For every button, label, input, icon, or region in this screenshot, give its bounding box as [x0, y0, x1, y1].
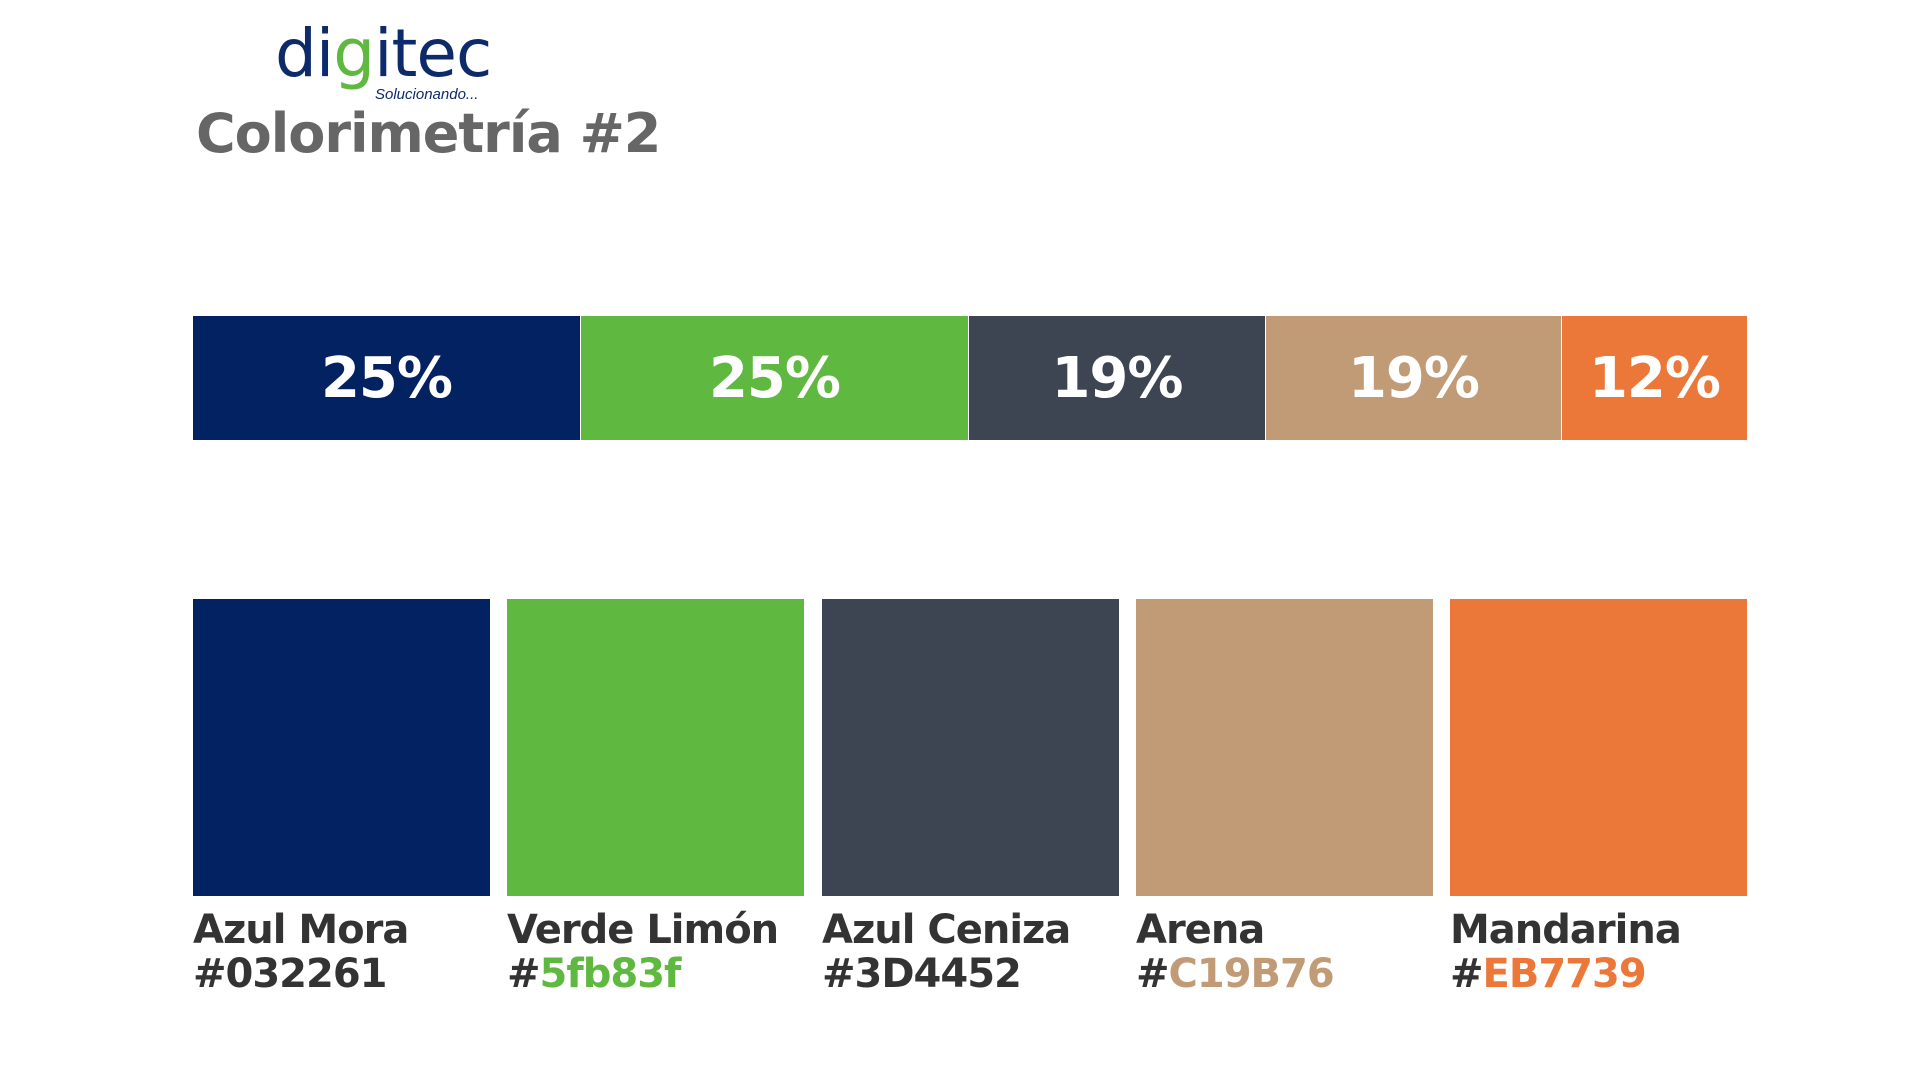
hex-hash: #	[507, 951, 541, 997]
page-title: Colorimetría #2	[196, 102, 661, 165]
hex-hash: #	[1136, 951, 1170, 997]
swatch-hex-code: #5fb83f	[507, 952, 804, 996]
color-swatch	[822, 599, 1119, 896]
hex-value: EB7739	[1482, 951, 1647, 997]
color-swatch	[1136, 599, 1433, 896]
logo-wordmark: digitec	[275, 14, 492, 94]
color-swatch	[193, 599, 490, 896]
swatch-verde-limon: Verde Limón #5fb83f	[507, 599, 804, 996]
swatch-hex-code: #032261	[193, 952, 490, 996]
bar-segment-verde-limon: 25%	[580, 316, 968, 440]
swatch-hex-code: #C19B76	[1136, 952, 1433, 996]
bar-segment-azul-ceniza: 19%	[968, 316, 1265, 440]
swatch-azul-ceniza: Azul Ceniza #3D4452	[822, 599, 1119, 996]
hex-hash: #	[822, 951, 856, 997]
hex-value: 3D4452	[854, 951, 1022, 997]
swatch-name: Verde Limón	[507, 907, 779, 953]
swatch-mandarina: Mandarina #EB7739	[1450, 599, 1747, 996]
bar-segment-label: 19%	[1051, 345, 1183, 411]
bar-segment-mandarina: 12%	[1561, 316, 1747, 440]
bar-segment-label: 25%	[708, 345, 841, 411]
bar-segment-label: 12%	[1588, 345, 1721, 411]
bar-segment-label: 19%	[1347, 345, 1480, 411]
hex-value: 032261	[225, 951, 388, 997]
swatch-name: Azul Ceniza	[822, 907, 1071, 953]
bar-segment-azul-mora: 25%	[193, 316, 580, 440]
bar-segment-arena: 19%	[1265, 316, 1561, 440]
proportion-bar: 25% 25% 19% 19% 12%	[193, 316, 1747, 440]
logo-word-part2: itec	[374, 15, 492, 92]
swatch-hex-code: #3D4452	[822, 952, 1119, 996]
hex-value: 5fb83f	[539, 951, 682, 997]
logo-word-accent: g	[333, 15, 375, 92]
hex-value: C19B76	[1168, 951, 1335, 997]
logo-word-part1: di	[275, 15, 334, 92]
swatch-name: Azul Mora	[193, 907, 409, 953]
swatch-hex-code: #EB7739	[1450, 952, 1747, 996]
logo-tagline: Solucionando...	[375, 86, 479, 103]
swatch-arena: Arena #C19B76	[1136, 599, 1433, 996]
swatch-name: Mandarina	[1450, 907, 1682, 953]
digitec-logo: digitec Solucionando...	[275, 14, 525, 104]
swatch-azul-mora: Azul Mora #032261	[193, 599, 490, 996]
color-swatch	[507, 599, 804, 896]
hex-hash: #	[1450, 951, 1484, 997]
color-swatch	[1450, 599, 1747, 896]
swatch-name: Arena	[1136, 907, 1265, 953]
bar-segment-label: 25%	[320, 345, 453, 411]
hex-hash: #	[193, 951, 227, 997]
